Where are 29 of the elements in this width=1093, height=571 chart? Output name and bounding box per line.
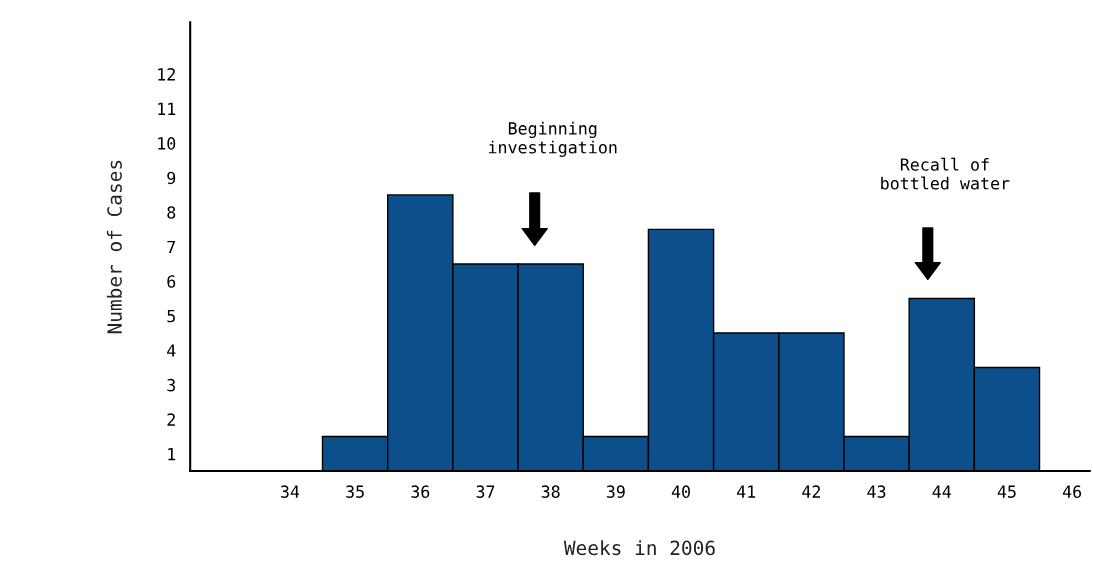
y-tick-label: 4 <box>167 344 176 357</box>
y-tick-label: 10 <box>158 137 176 150</box>
y-tick-label: 11 <box>158 102 176 115</box>
y-tick-label: 12 <box>158 68 175 81</box>
x-tick-label: 36 <box>411 485 430 498</box>
x-tick-label: 37 <box>476 485 495 498</box>
y-tick-label: 8 <box>167 206 176 219</box>
y-tick-label: 9 <box>167 171 176 185</box>
x-tick-label: 46 <box>1062 485 1082 498</box>
annotation: Recall of bottled water <box>881 157 1010 190</box>
x-axis-title: Weeks in 2006 <box>563 540 715 556</box>
x-tick-label: 38 <box>541 485 560 498</box>
y-axis-title: Number of Cases <box>106 160 122 334</box>
x-tick-label: 39 <box>606 485 625 498</box>
y-tick-label: 5 <box>167 309 175 323</box>
y-tick-label: 7 <box>167 240 176 254</box>
y-tick-label: 1 <box>168 448 176 461</box>
x-tick-label: 42 <box>802 485 820 498</box>
annotation: Beginning investigation <box>488 121 617 157</box>
x-tick-label: 45 <box>997 485 1016 498</box>
x-tick-label: 34 <box>280 485 300 498</box>
x-tick-label: 35 <box>346 485 364 498</box>
y-tick-label: 3 <box>167 378 176 392</box>
y-tick-label: 2 <box>167 413 175 426</box>
y-tick-label: 6 <box>167 275 176 288</box>
x-tick-label: 43 <box>867 485 886 498</box>
x-tick-label: 44 <box>932 485 951 498</box>
x-tick-label: 41 <box>737 485 756 498</box>
x-tick-label: 40 <box>671 485 690 498</box>
